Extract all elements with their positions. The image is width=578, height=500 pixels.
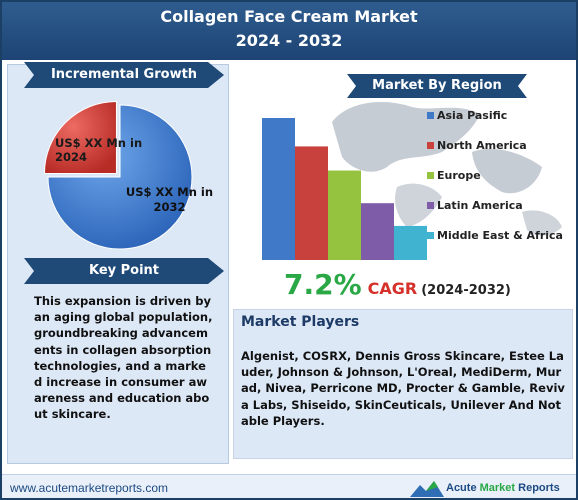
incremental-growth-ribbon: Incremental Growth xyxy=(24,62,224,88)
page-subtitle-years: 2024 - 2032 xyxy=(235,31,343,50)
legend-item-north-america: North America xyxy=(427,139,527,152)
legend-label: Asia Pasific xyxy=(437,109,508,122)
website-link[interactable]: www.acutemarketreports.com xyxy=(10,481,169,495)
legend-swatch xyxy=(427,172,434,179)
market-players-box: Market Players Algenist, COSRX, Dennis G… xyxy=(233,309,573,459)
legend-label: Europe xyxy=(437,169,481,182)
legend-label: Middle East & Africa xyxy=(437,229,563,242)
region-bar-asia-pasific xyxy=(262,118,295,260)
mountain-logo-icon xyxy=(410,481,444,497)
legend-swatch xyxy=(427,142,434,149)
footer: www.acutemarketreports.com Acute Market … xyxy=(2,474,576,498)
market-players-list: Algenist, COSRX, Dennis Gross Skincare, … xyxy=(241,349,565,428)
legend-item-middle-east-africa: Middle East & Africa xyxy=(427,229,563,242)
market-by-region-ribbon: Market By Region xyxy=(347,74,527,98)
cagr-label: CAGR xyxy=(367,279,418,298)
brand-name: Acute Market Reports xyxy=(446,482,560,494)
region-bar-chart xyxy=(262,118,427,260)
cagr-period: (2024-2032) xyxy=(421,283,511,298)
pie-label-2032: US$ XX Mn in 2032 xyxy=(125,185,214,214)
cagr-value: 7.2% xyxy=(284,268,362,301)
region-bar-middle-east-africa xyxy=(394,225,427,260)
legend-swatch xyxy=(427,202,434,209)
legend-swatch xyxy=(427,112,434,119)
legend-label: North America xyxy=(437,139,527,152)
region-bar-north-america xyxy=(295,146,328,260)
region-bar-latin-america xyxy=(361,203,394,260)
legend-item-latin-america: Latin America xyxy=(427,199,523,212)
brand-name-part3: Reports xyxy=(515,482,560,494)
cagr-readout: 7.2% CAGR (2024-2032) xyxy=(284,268,511,301)
page-title: Collagen Face Cream Market xyxy=(160,7,418,26)
legend-label: Latin America xyxy=(437,199,523,212)
region-bar-europe xyxy=(328,170,361,260)
legend-item-europe: Europe xyxy=(427,169,481,182)
header: Collagen Face Cream Market 2024 - 2032 xyxy=(2,2,576,60)
legend-item-asia-pasific: Asia Pasific xyxy=(427,109,508,122)
key-point-ribbon: Key Point xyxy=(24,258,224,284)
pie-label-2024: US$ XX Mn in 2024 xyxy=(55,136,143,164)
key-point-text: This expansion is driven by an aging glo… xyxy=(34,294,213,422)
legend-swatch xyxy=(427,232,434,239)
brand-name-part2: Market xyxy=(479,482,516,494)
brand-name-part1: Acute xyxy=(446,482,480,494)
market-players-title: Market Players xyxy=(241,314,360,330)
